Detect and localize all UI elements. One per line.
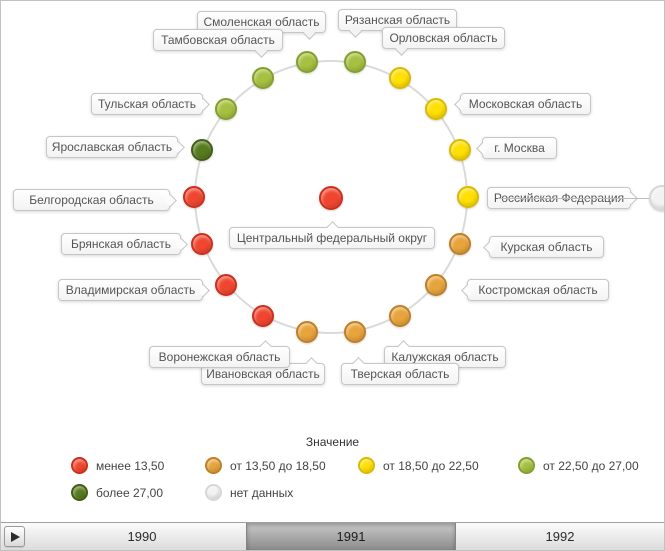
callout-tail — [460, 284, 474, 297]
region-callout-14-text: Белгородская область — [29, 193, 154, 207]
region-dot-6[interactable] — [448, 232, 471, 255]
legend-item-label: от 18,50 до 22,50 — [383, 458, 479, 473]
legend-item-label: от 13,50 до 18,50 — [230, 458, 326, 473]
legend-color-dot — [518, 457, 535, 474]
legend-item-5: нет данных — [205, 484, 293, 501]
legend-color-dot — [71, 484, 88, 501]
region-callout-11-text: Воронежская область — [158, 350, 281, 364]
region-callout-12: Владимирская область — [58, 279, 210, 301]
legend-color-dot — [358, 457, 375, 474]
timeline-year-1992[interactable]: 1992 — [545, 529, 575, 544]
region-callout-13-text: Брянская область — [71, 237, 171, 251]
legend-color-dot — [71, 457, 88, 474]
legend-color-dot — [205, 484, 222, 501]
region-callout-4: г. Москва — [475, 137, 557, 159]
russia-node-dot[interactable] — [649, 185, 664, 211]
region-callout-13: Брянская область — [61, 233, 188, 255]
region-callout-16: Тульская область — [91, 93, 210, 115]
region-callout-4-text: г. Москва — [494, 141, 545, 155]
callout-tail — [171, 141, 185, 154]
russia-leader-line — [498, 198, 649, 199]
region-callout-17-text: Тамбовская область — [161, 33, 275, 47]
region-dot-16[interactable] — [215, 97, 238, 120]
timeline: 1990 1991 1992 — [1, 522, 664, 550]
region-callout-8-text: Калужская область — [391, 350, 499, 364]
region-dot-14[interactable] — [183, 186, 205, 208]
region-dot-7[interactable] — [424, 274, 447, 297]
center-district-dot[interactable] — [319, 186, 343, 210]
region-callout-3: Московская область — [453, 93, 591, 115]
region-dot-15[interactable] — [191, 139, 214, 162]
legend-item-label: более 27,00 — [96, 485, 163, 500]
region-callout-14: Белгородская область — [13, 189, 177, 211]
legend-item-label: от 22,50 до 27,00 — [543, 458, 639, 473]
callout-tail — [196, 284, 210, 297]
region-dot-4[interactable] — [448, 139, 471, 162]
region-dot-0[interactable] — [296, 51, 319, 74]
legend-item-label: нет данных — [230, 485, 294, 500]
timeline-play-area — [1, 523, 38, 550]
legend-item-1: от 13,50 до 18,50 — [205, 457, 326, 474]
callout-tail — [475, 142, 489, 155]
region-dot-12[interactable] — [215, 274, 238, 297]
legend-item-3: от 22,50 до 27,00 — [518, 457, 639, 474]
play-button[interactable] — [4, 526, 25, 547]
region-callout-9-text: Тверская область — [350, 367, 450, 381]
legend-color-dot — [205, 457, 222, 474]
legend-item-label: менее 13,50 — [96, 458, 165, 473]
region-callout-1-text: Рязанская область — [344, 13, 451, 27]
legend-item-2: от 18,50 до 22,50 — [358, 457, 479, 474]
region-callout-11: Воронежская область — [149, 339, 290, 368]
region-dot-10[interactable] — [296, 320, 319, 343]
region-dot-2[interactable] — [388, 67, 411, 90]
region-callout-10-text: Ивановская область — [206, 367, 320, 381]
callout-tail — [482, 241, 496, 254]
region-callout-9: Тверская область — [341, 356, 459, 385]
legend-item-4: более 27,00 — [71, 484, 163, 501]
region-callout-15: Ярославская область — [46, 136, 185, 158]
legend-title: Значение — [305, 435, 360, 449]
region-callout-17: Тамбовская область — [153, 29, 283, 58]
region-callout-2-text: Орловская область — [389, 31, 498, 45]
region-dot-11[interactable] — [251, 304, 274, 327]
center-district-callout: Центральный федеральный округ — [229, 220, 435, 249]
region-dot-3[interactable] — [424, 97, 447, 120]
region-callout-7: Костромская область — [460, 279, 609, 301]
timeline-year-1991[interactable]: 1991 — [246, 523, 456, 550]
region-dot-13[interactable] — [191, 232, 214, 255]
timeline-year-1990[interactable]: 1990 — [127, 529, 157, 544]
region-callout-0-text: Смоленская область — [203, 15, 320, 29]
region-dot-8[interactable] — [388, 304, 411, 327]
callout-tail — [196, 98, 210, 111]
legend-item-0: менее 13,50 — [71, 457, 164, 474]
region-callout-0: Смоленская область — [197, 11, 326, 40]
callout-tail — [163, 194, 177, 207]
region-callout-12-text: Владимирская область — [65, 283, 196, 297]
region-dot-17[interactable] — [251, 67, 274, 90]
callout-tail — [174, 238, 188, 251]
region-callout-3-text: Московская область — [468, 97, 583, 111]
play-icon — [11, 531, 20, 542]
region-callout-6: Курская область — [482, 236, 604, 258]
region-dot-9[interactable] — [343, 320, 366, 343]
region-callout-2: Орловская область — [382, 27, 505, 56]
center-district-callout-text: Центральный федеральный округ — [236, 231, 428, 245]
region-dot-1[interactable] — [343, 51, 366, 74]
region-callout-1: Рязанская область — [338, 9, 457, 38]
region-callout-16-text: Тульская область — [97, 97, 197, 111]
region-callout-6-text: Курская область — [500, 240, 593, 254]
region-callout-7-text: Костромская область — [478, 283, 598, 297]
region-dot-5[interactable] — [457, 186, 479, 208]
region-callout-15-text: Ярославская область — [51, 140, 173, 154]
callout-tail — [453, 98, 467, 111]
